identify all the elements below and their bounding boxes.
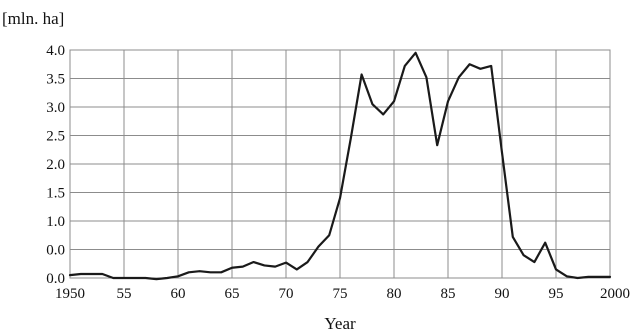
x-tick-label: 55 <box>117 286 132 302</box>
x-tick-label: 1950 <box>55 286 85 302</box>
x-tick-label: 90 <box>495 286 510 302</box>
x-tick-label: 85 <box>441 286 456 302</box>
y-axis-ticks: 0.0 0.0 1.0 1.5 2.0 2.5 3.0 3.5 4.0 <box>46 43 65 287</box>
grid-lines <box>69 49 611 279</box>
x-tick-label: 75 <box>333 286 348 302</box>
series-line <box>68 51 612 281</box>
x-axis-ticks: 1950 55 60 65 70 75 80 85 90 95 2000 <box>55 286 630 302</box>
x-tick-label: 70 <box>279 286 294 302</box>
y-tick-label: 0.0 <box>46 243 65 259</box>
y-tick-label: 2.5 <box>46 129 65 145</box>
y-tick-label: 1.5 <box>46 186 65 202</box>
y-tick-label: 3.5 <box>46 72 65 88</box>
x-tick-label: 2000 <box>600 286 630 302</box>
x-tick-label: 80 <box>387 286 402 302</box>
x-tick-label: 65 <box>225 286 240 302</box>
y-tick-label: 3.0 <box>46 100 65 116</box>
y-axis-title: [mln. ha] <box>2 9 64 28</box>
x-tick-label: 95 <box>549 286 564 302</box>
x-tick-label: 60 <box>171 286 186 302</box>
y-tick-label: 4.0 <box>46 43 65 59</box>
y-tick-label: 2.0 <box>46 157 65 173</box>
y-tick-label: 1.0 <box>46 214 65 230</box>
y-tick-label: 0.0 <box>46 271 65 287</box>
x-axis-title: Year <box>324 314 356 333</box>
